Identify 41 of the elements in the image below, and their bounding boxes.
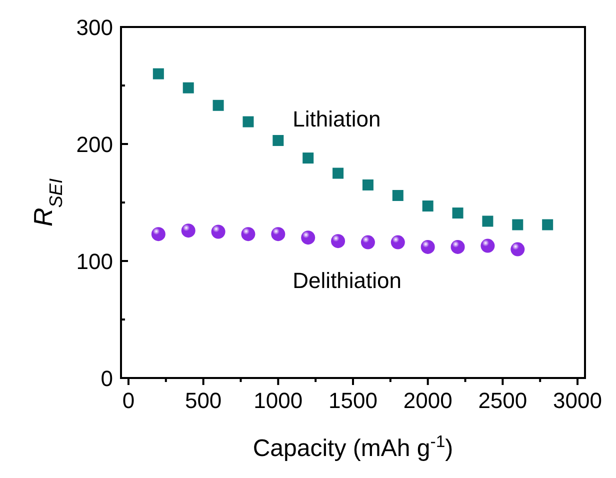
point [301, 230, 316, 245]
x-tick-label: 1500 [328, 388, 378, 413]
point [422, 200, 434, 212]
point [211, 224, 226, 239]
x-tick-label: 2500 [478, 388, 528, 413]
point [392, 190, 404, 201]
point [152, 68, 164, 80]
point [181, 224, 196, 238]
point [450, 240, 465, 254]
point [332, 168, 344, 179]
x-axis-title: Capacity (mAh g$^{-1}$) [252, 432, 454, 462]
point [512, 219, 524, 230]
point [542, 219, 554, 230]
series-label: Delithiation [292, 268, 402, 293]
x-tick-label: 500 [184, 388, 222, 413]
point [420, 240, 435, 254]
point [271, 227, 286, 242]
y-tick-label: 0 [100, 366, 113, 391]
x-tick-label: 3000 [553, 388, 602, 413]
x-tick-label: 1000 [254, 388, 303, 413]
point [302, 152, 314, 164]
point [482, 216, 494, 227]
point [212, 100, 224, 111]
point [510, 242, 525, 256]
point [242, 116, 254, 128]
y-tick-label: 100 [76, 249, 113, 274]
point [390, 235, 405, 250]
point [362, 179, 374, 190]
point [360, 235, 375, 250]
x-tick-label: 0 [122, 388, 135, 413]
point [452, 208, 464, 219]
point [480, 238, 495, 253]
point [182, 82, 194, 94]
x-tick-label: 2000 [403, 388, 452, 413]
point [151, 227, 166, 242]
y-tick-label: 200 [76, 132, 113, 157]
series-label: Lithiation [292, 106, 381, 132]
point [272, 134, 284, 146]
point [331, 234, 346, 248]
y-tick-label: 300 [76, 15, 113, 40]
point [241, 227, 256, 242]
